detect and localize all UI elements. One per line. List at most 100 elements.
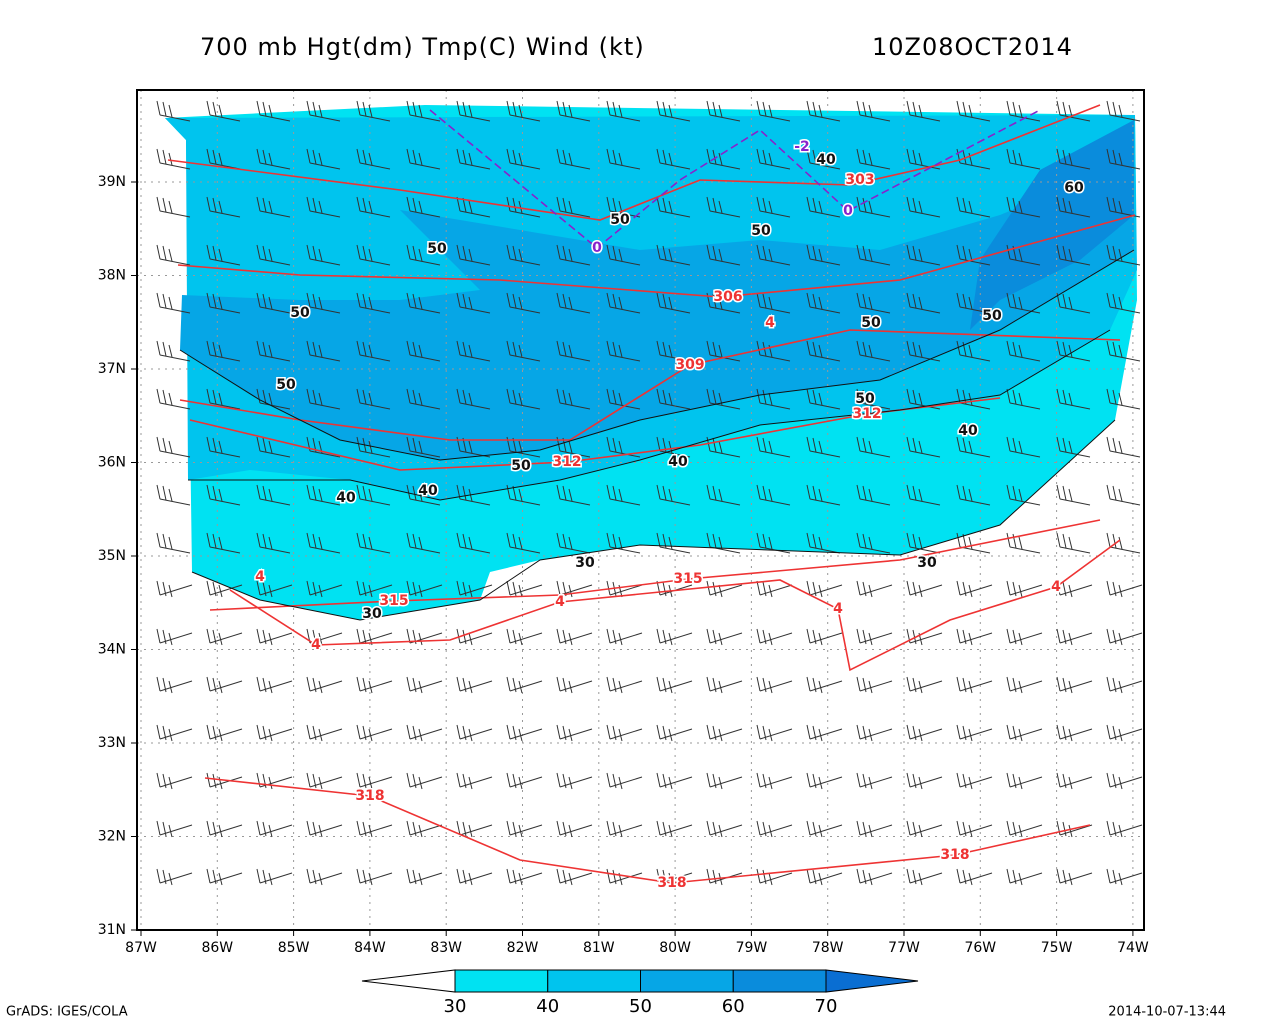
wind-barb	[756, 772, 793, 790]
colorbar-box	[640, 969, 734, 993]
contour-label: 4	[555, 594, 565, 610]
wind-barb	[906, 292, 941, 314]
contour-label: 4	[311, 637, 321, 653]
wind-barb	[556, 532, 591, 554]
wind-barb	[306, 868, 343, 886]
lon-tick-label: 76W	[964, 940, 996, 956]
wind-barb	[806, 580, 843, 598]
wind-barb	[906, 148, 941, 170]
wind-barb	[406, 724, 443, 742]
wind-barb	[406, 868, 443, 886]
shade-60	[970, 120, 1134, 330]
wind-barb	[256, 724, 293, 742]
wind-barb	[956, 100, 991, 122]
wind-barb	[756, 148, 791, 170]
wind-barb	[556, 628, 593, 646]
wind-barb	[556, 820, 593, 838]
wind-barb	[806, 628, 843, 646]
wind-barb	[1056, 772, 1093, 790]
wind-barb	[206, 772, 243, 790]
wind-barb	[656, 388, 691, 410]
wind-barb	[1056, 868, 1093, 886]
temp-contour	[229, 539, 1121, 672]
wind-barb	[706, 100, 741, 122]
title: 700 mb Hgt(dm) Tmp(C) Wind (kt)	[200, 33, 645, 61]
wind-barb	[156, 100, 191, 122]
wind-barb	[1106, 820, 1143, 838]
wind-barb	[956, 340, 991, 362]
wind-barb	[156, 676, 193, 694]
wind-barb	[856, 292, 891, 314]
wind-barb	[556, 772, 593, 790]
wind-barb	[556, 484, 591, 506]
wind-barb	[906, 484, 941, 506]
wind-barb	[456, 436, 491, 458]
wind-barb	[1006, 724, 1043, 742]
wind-barb	[556, 196, 591, 218]
lat-tick-label: 31N	[98, 922, 126, 938]
wind-barb	[306, 292, 341, 314]
wind-barb	[1056, 100, 1091, 122]
wind-barb	[656, 772, 693, 790]
wind-barb	[556, 868, 593, 886]
wind-barb	[706, 628, 743, 646]
wind-barb	[956, 628, 993, 646]
wind-barb	[256, 628, 293, 646]
colorbar-high	[825, 969, 919, 993]
wind-barb	[806, 196, 841, 218]
wind-barb	[356, 340, 391, 362]
wind-barb	[956, 820, 993, 838]
wind-barb	[606, 676, 643, 694]
wind-barb	[456, 628, 493, 646]
contour-label: 40	[958, 423, 978, 439]
wind-barb	[806, 244, 841, 266]
wind-barb	[806, 532, 841, 554]
wind-barb	[406, 436, 441, 458]
contour-label: 312	[552, 454, 581, 470]
wind-barb	[256, 100, 291, 122]
wind-barb	[906, 436, 941, 458]
wind-barb	[1056, 388, 1091, 410]
contour-label: 50	[276, 377, 296, 393]
valid-time: 10Z08OCT2014	[872, 33, 1073, 61]
wind-barb	[906, 196, 941, 218]
footer-right: 2014-10-07-13:44	[1108, 1005, 1226, 1020]
wind-barb	[806, 868, 843, 886]
wind-barb	[756, 628, 793, 646]
wind-barb	[156, 244, 191, 266]
contour-label: 50	[610, 212, 630, 228]
wind-barb	[356, 148, 391, 170]
wind-barb	[556, 244, 591, 266]
contour-label: 30	[362, 606, 382, 622]
wind-barb	[306, 628, 343, 646]
contour-label: 4	[765, 315, 775, 331]
wind-barb	[856, 772, 893, 790]
wind-barb	[556, 148, 591, 170]
height-contour	[209, 519, 1101, 611]
wind-barb	[456, 580, 493, 598]
wind-barb	[756, 340, 791, 362]
wind-barb	[1106, 100, 1141, 122]
lon-tick-label: 75W	[1041, 940, 1073, 956]
wind-barb	[756, 820, 793, 838]
wind-barb	[1106, 580, 1143, 598]
wind-barb	[206, 532, 241, 554]
wind-barb	[156, 628, 193, 646]
wind-barb	[906, 868, 943, 886]
wind-barb	[906, 820, 943, 838]
wind-barb	[506, 676, 543, 694]
wind-barb	[1006, 868, 1043, 886]
wind-barb	[206, 244, 241, 266]
lat-tick-label: 37N	[98, 361, 126, 377]
wind-barb	[906, 532, 941, 554]
wind-barb	[656, 196, 691, 218]
wind-barb	[856, 868, 893, 886]
wind-barb	[856, 820, 893, 838]
wind-barb	[656, 100, 691, 122]
wind-barb	[306, 676, 343, 694]
wind-barb	[406, 244, 441, 266]
wind-barb	[306, 196, 341, 218]
wind-barb	[206, 148, 241, 170]
